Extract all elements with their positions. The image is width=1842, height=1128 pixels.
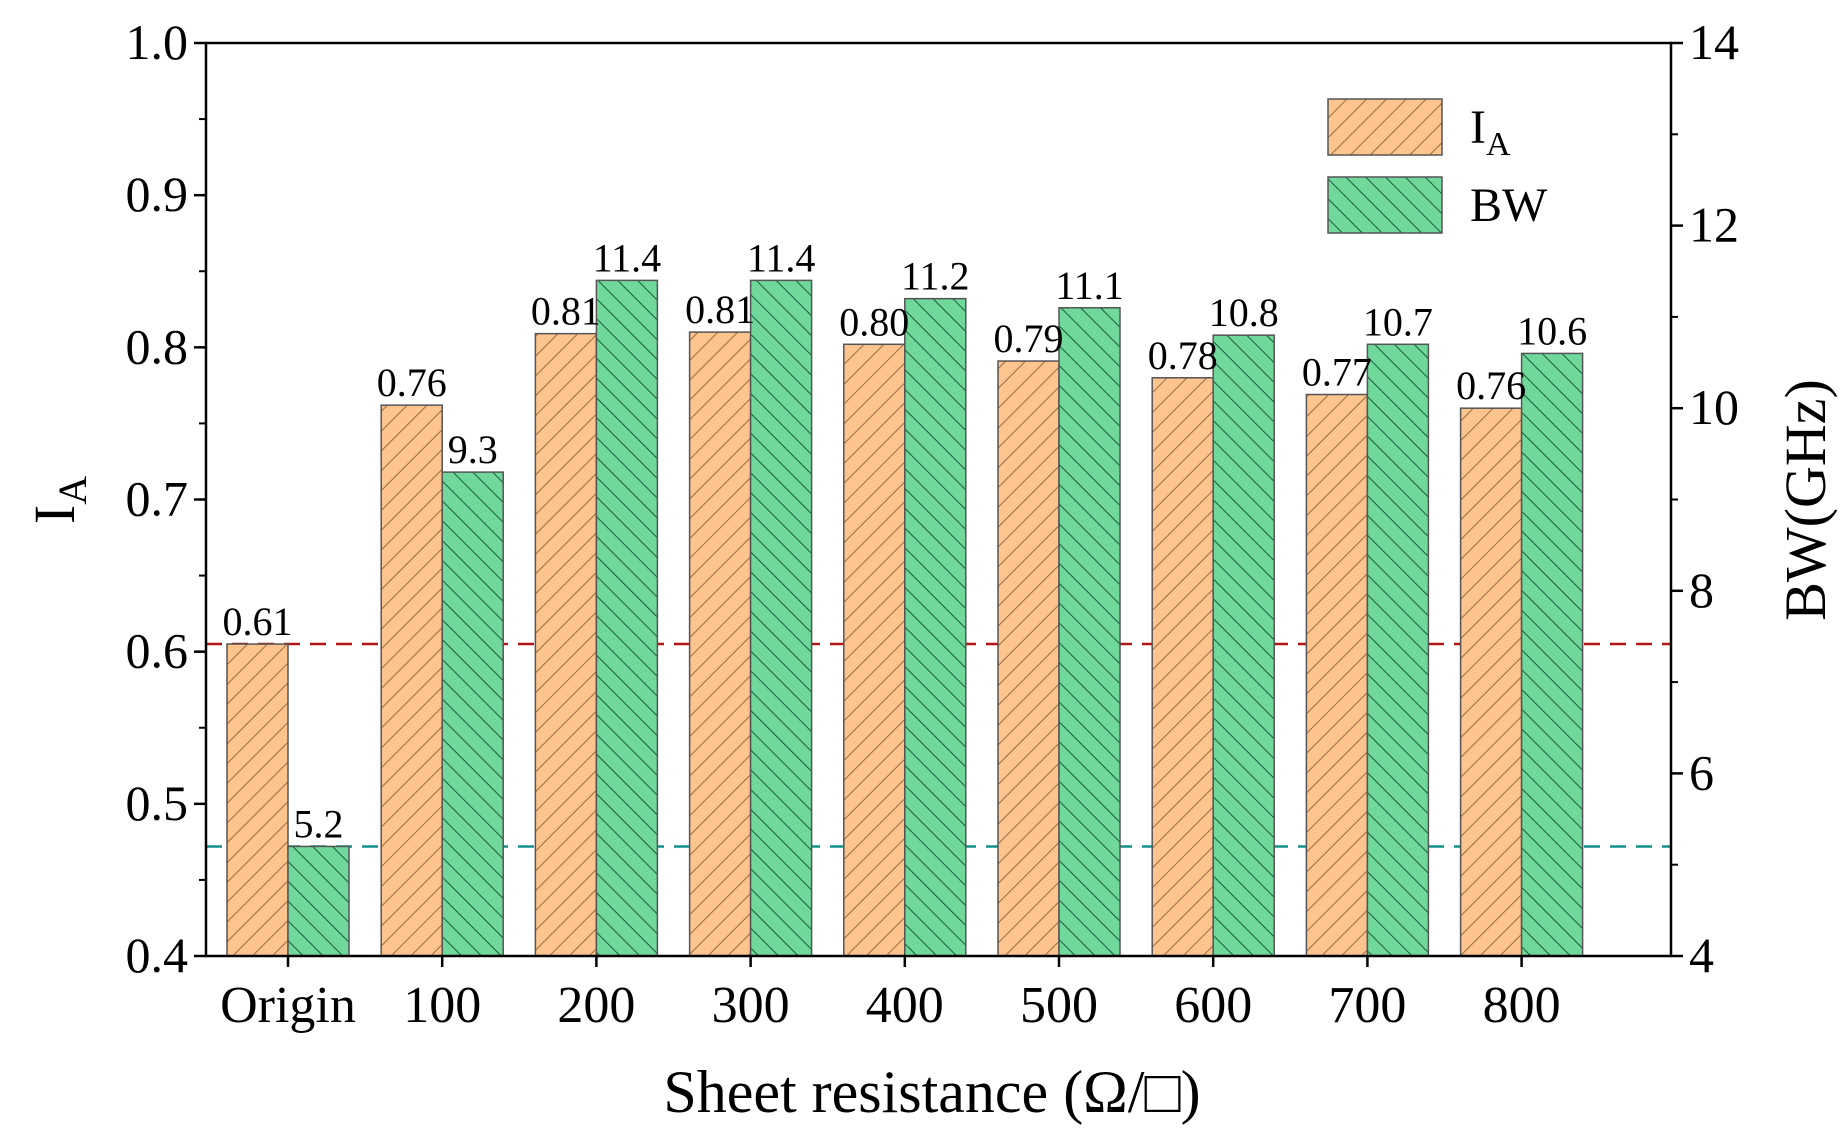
bar-label-ia-800: 0.76 (1456, 363, 1526, 408)
bar-label-ia-700: 0.77 (1302, 350, 1372, 395)
right-tick-label: 14 (1689, 14, 1739, 70)
bar-bw-200 (595, 279, 659, 957)
left-tick-label: 0.9 (126, 166, 189, 222)
bar-ia-500 (997, 360, 1060, 957)
bar-bw-800 (1520, 352, 1584, 957)
left-axis-title: IA (22, 476, 95, 524)
left-tick-label: 0.6 (126, 623, 189, 679)
bar-ia-800 (1459, 407, 1523, 957)
bar-bw-origin (287, 845, 350, 957)
right-tick-label: 12 (1689, 197, 1739, 253)
legend-label-ia: IA (1470, 101, 1511, 163)
bar-bw-500 (1058, 307, 1121, 957)
x-tick-label-400: 400 (866, 977, 944, 1034)
bar-label-bw-300: 11.4 (747, 235, 816, 280)
bar-label-ia-500: 0.79 (994, 316, 1064, 361)
bar-label-ia-200: 0.81 (531, 289, 601, 334)
left-axis-title-subscript: A (50, 476, 95, 505)
bar-label-bw-100: 9.3 (448, 427, 498, 472)
bar-label-bw-400: 11.2 (901, 254, 970, 299)
bar-bw-700 (1366, 343, 1430, 957)
bar-bw-300 (749, 279, 813, 957)
left-axis-title-main: I (22, 505, 87, 524)
bar-label-bw-200: 11.4 (593, 235, 662, 280)
left-tick-label: 0.4 (126, 927, 189, 983)
legend-label-ia-subscript: A (1486, 126, 1511, 163)
right-tick-label: 10 (1689, 379, 1739, 435)
legend-label-bw: BW (1470, 179, 1548, 232)
legend-label-ia-main: I (1470, 101, 1486, 154)
bar-ia-100 (380, 404, 443, 957)
bar-ia-300 (688, 331, 752, 957)
bar-ia-400 (843, 343, 906, 957)
bar-label-ia-100: 0.76 (377, 360, 447, 405)
bar-bw-600 (1212, 334, 1275, 957)
bar-value-labels: 0.615.20.769.30.8111.40.8111.40.8011.20.… (223, 235, 1588, 846)
x-axis-ticks: Origin 100 200 300 400 500 600 700 800 (220, 956, 1561, 1034)
right-tick-label: 4 (1689, 927, 1714, 983)
x-axis-title: Sheet resistance (Ω/□) (663, 1059, 1200, 1125)
x-tick-label-600: 600 (1174, 977, 1252, 1034)
bar-label-bw-600: 10.8 (1209, 290, 1279, 335)
bar-bw-100 (441, 471, 504, 957)
bar-label-ia-400: 0.80 (839, 299, 909, 344)
right-tick-label: 6 (1689, 744, 1714, 800)
left-tick-label: 0.8 (126, 318, 189, 374)
bar-ia-origin (226, 643, 289, 957)
right-axis-title: BW(GHz) (1773, 379, 1838, 621)
right-tick-label: 8 (1689, 562, 1714, 618)
bar-label-bw-700: 10.7 (1363, 299, 1433, 344)
x-tick-label-500: 500 (1020, 977, 1098, 1034)
bar-label-ia-300: 0.81 (685, 287, 755, 332)
bar-ia-600 (1151, 377, 1214, 957)
x-tick-label-100: 100 (403, 977, 481, 1034)
bar-label-ia-origin: 0.61 (223, 599, 293, 644)
x-tick-label-700: 700 (1328, 977, 1406, 1034)
left-tick-label: 0.7 (126, 471, 189, 527)
left-tick-label: 0.5 (126, 775, 189, 831)
legend-swatch-ia (1327, 98, 1443, 156)
bar-label-bw-800: 10.6 (1517, 308, 1587, 353)
bar-label-bw-500: 11.1 (1055, 263, 1124, 308)
legend: IA BW (1327, 98, 1548, 234)
bar-label-bw-origin: 5.2 (294, 801, 344, 846)
x-tick-label-origin: Origin (220, 977, 356, 1034)
legend-swatch-bw (1327, 176, 1443, 234)
x-tick-label-300: 300 (712, 977, 790, 1034)
bar-ia-200 (534, 332, 598, 957)
left-axis-ticks: 0.4 0.5 0.6 0.7 0.8 0.9 1.0 (126, 14, 206, 983)
left-tick-label: 1.0 (126, 14, 189, 70)
right-axis-ticks: 4 6 8 10 12 14 (1671, 14, 1739, 983)
bar-bw-400 (904, 297, 967, 957)
x-tick-label-800: 800 (1483, 977, 1561, 1034)
x-tick-label-200: 200 (557, 977, 635, 1034)
bar-label-ia-600: 0.78 (1148, 333, 1218, 378)
bar-ia-700 (1305, 393, 1369, 957)
svg-text:IA: IA (22, 476, 95, 524)
